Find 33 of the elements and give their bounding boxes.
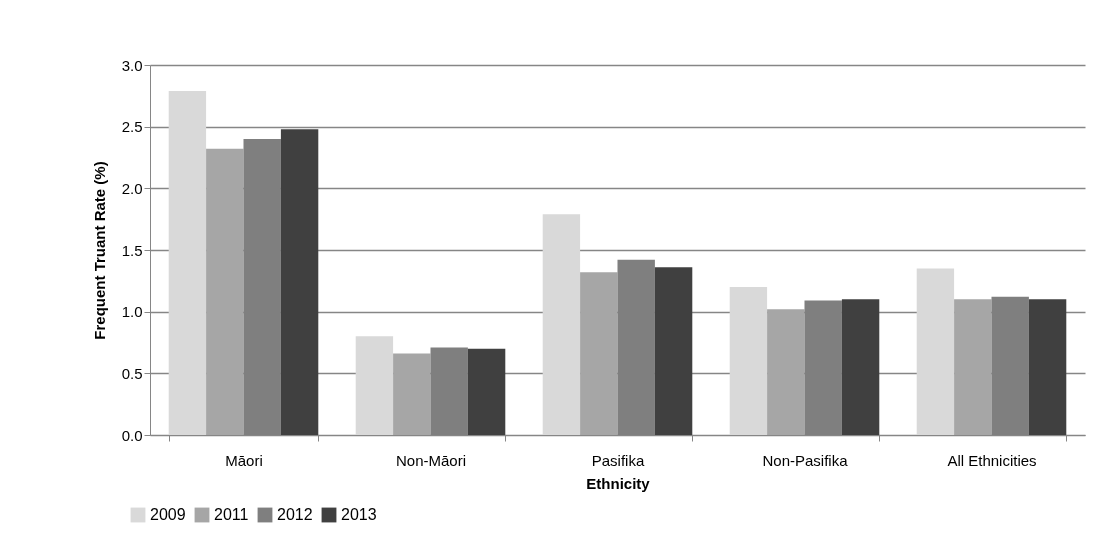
x-tick-label: Māori [225,451,263,469]
bar [542,214,581,435]
y-tick-label: 0.5 [121,364,143,382]
bar [393,353,431,435]
legend-label: 2009 [150,506,186,523]
bar [729,287,768,435]
bar [355,336,394,435]
bar [916,268,955,435]
bar [206,148,244,435]
y-tick-label: 3.0 [121,56,143,74]
bar [1028,299,1067,435]
bar [168,90,207,435]
bar [280,129,319,435]
y-tick-label: 1.5 [121,241,143,259]
bar [841,299,880,435]
x-tick-label: Pasifika [591,451,645,469]
x-tick-label: Non-Pasifika [762,451,849,469]
bar [954,299,992,435]
legend-label: 2012 [277,506,313,523]
bar [467,348,506,435]
bar [654,267,693,435]
legend-label: 2011 [214,506,249,523]
y-tick-label: 2.0 [121,179,143,197]
x-tick-label: All Ethnicities [947,451,1037,469]
bar [580,272,618,435]
x-axis-title: Ethnicity [586,474,651,492]
y-tick-label: 1.0 [121,303,143,321]
bar [767,309,805,435]
y-axis-title: Frequent Truant Rate (%) [90,161,108,340]
y-tick-label: 0.0 [121,426,143,444]
x-tick-label: Non-Māori [395,451,467,469]
y-tick-label: 2.5 [121,118,143,136]
legend-label: 2013 [341,506,377,523]
